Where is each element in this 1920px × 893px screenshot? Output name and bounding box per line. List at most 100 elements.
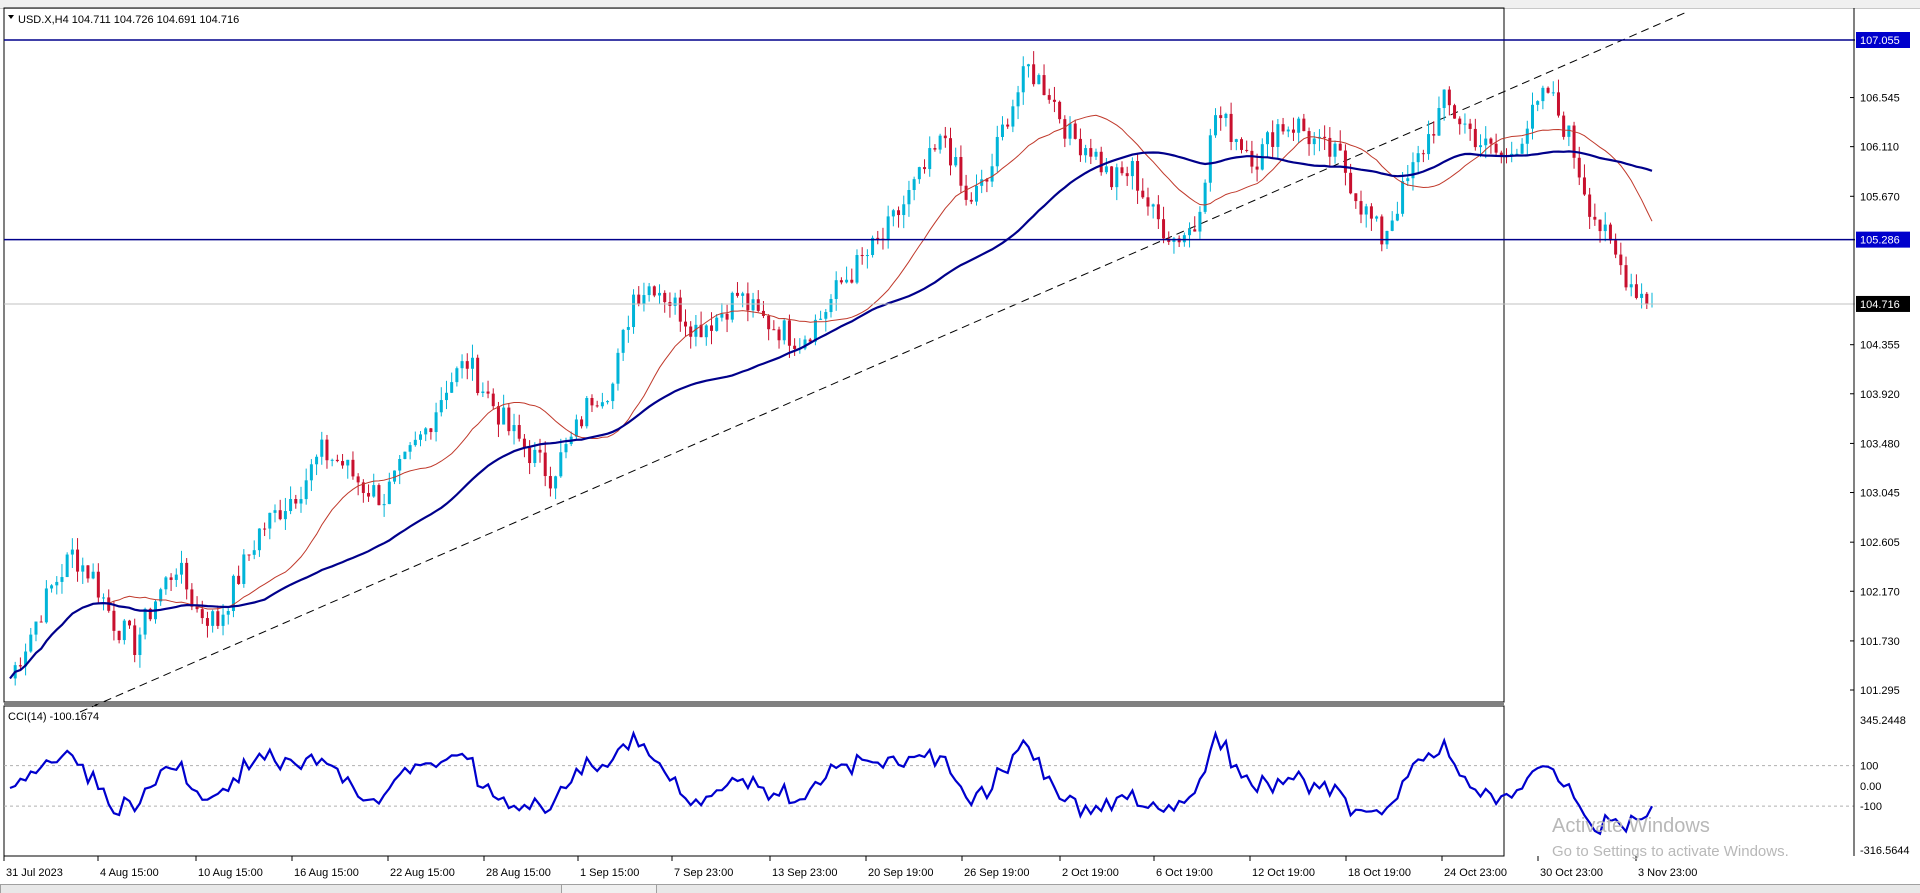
candle-body — [1026, 64, 1030, 67]
cci-scale-label: 0.00 — [1860, 781, 1881, 793]
candle-body — [917, 167, 921, 180]
horizontal-lines-layer[interactable]: 107.055 105.286 104.716 — [4, 32, 1910, 312]
candle-body — [1515, 153, 1519, 155]
candle-body — [304, 480, 308, 500]
candle-body — [985, 179, 989, 182]
candle-body — [96, 571, 100, 598]
candle-body — [1401, 181, 1405, 214]
candle-body — [902, 204, 906, 216]
candle-body — [263, 528, 267, 530]
candle-body — [995, 136, 999, 167]
candle-body — [548, 476, 552, 489]
candle-body — [434, 412, 438, 433]
candle-body — [590, 397, 594, 406]
candle-body — [1416, 153, 1420, 163]
candle-body — [169, 577, 173, 580]
candle-body — [964, 185, 968, 200]
candle-body — [486, 391, 490, 394]
candle-body — [44, 588, 48, 623]
chart-tab-1[interactable] — [0, 885, 562, 893]
candle-body — [231, 575, 235, 612]
candle-body — [1588, 194, 1592, 217]
support-price-label: 105.286 — [1860, 235, 1900, 247]
candle-body — [907, 190, 911, 205]
candle-body — [148, 608, 152, 620]
candle-body — [949, 138, 953, 166]
candle-body — [1162, 219, 1166, 239]
candle-body — [1437, 108, 1441, 136]
moving-average-slow-line — [9, 150, 1653, 680]
candle-body — [1291, 129, 1295, 133]
candle-body — [185, 562, 189, 590]
activation-watermark-title: Activate Windows — [1552, 815, 1710, 837]
time-axis-label: 1 Sep 15:00 — [580, 867, 639, 879]
candle-body — [1120, 167, 1124, 174]
candle-body — [1052, 99, 1056, 102]
candles-layer — [13, 51, 1654, 686]
candle-body — [652, 286, 656, 296]
current-price-label-bg — [1856, 295, 1910, 312]
candle-body — [1276, 124, 1280, 147]
candle-body — [398, 458, 402, 471]
candle-body — [673, 297, 677, 306]
candle-body — [444, 392, 448, 401]
candle-body — [1302, 118, 1306, 132]
candle-body — [574, 419, 578, 437]
candle-body — [1240, 139, 1243, 150]
price-scale-label: 104.355 — [1860, 340, 1900, 352]
candle-body — [912, 179, 916, 191]
trend-line[interactable] — [79, 11, 1687, 713]
candle-body — [1473, 128, 1477, 148]
price-scale-label: 101.295 — [1860, 685, 1900, 697]
chart-tab-2[interactable] — [656, 885, 1920, 893]
candle-body — [491, 393, 495, 407]
candle-body — [1255, 166, 1259, 170]
candle-body — [252, 550, 256, 555]
candle-body — [1245, 149, 1249, 151]
candle-body — [974, 185, 978, 202]
candle-body — [320, 439, 324, 457]
candle-body — [34, 621, 38, 635]
candle-body — [1146, 197, 1150, 207]
moving-average-fast-line — [9, 114, 1653, 679]
candle-body — [102, 597, 106, 599]
trend-line-layer[interactable] — [79, 11, 1687, 713]
price-scale-label: 103.480 — [1860, 438, 1900, 450]
candle-body — [1343, 150, 1347, 173]
candle-body — [886, 216, 890, 240]
candle-body — [211, 611, 215, 626]
candle-body — [1354, 193, 1358, 202]
candle-body — [829, 298, 833, 313]
candle-body — [60, 577, 64, 582]
current-price-label: 104.716 — [1860, 299, 1900, 311]
candle-body — [658, 292, 662, 296]
candle-body — [1567, 125, 1571, 137]
candle-body — [372, 485, 376, 497]
candle-body — [1577, 157, 1581, 178]
candle-body — [91, 571, 95, 579]
chart-menu-triangle-icon[interactable] — [8, 15, 14, 19]
candle-body — [1333, 143, 1337, 157]
candle-body — [1572, 125, 1576, 158]
candle-body — [159, 589, 163, 602]
candle-body — [595, 405, 599, 407]
time-axis-label: 6 Oct 19:00 — [1156, 867, 1213, 879]
candle-body — [793, 345, 797, 349]
candle-body — [439, 400, 443, 413]
candle-body — [507, 407, 511, 432]
candle-body — [1094, 151, 1098, 157]
candle-body — [81, 565, 85, 572]
time-axis-label: 10 Aug 15:00 — [198, 867, 263, 879]
candle-body — [980, 179, 984, 186]
time-axis-label: 24 Oct 23:00 — [1444, 867, 1507, 879]
candle-body — [1380, 216, 1384, 245]
candle-body — [772, 329, 776, 331]
candle-body — [1156, 204, 1160, 220]
candle-body — [891, 210, 895, 217]
candle-body — [834, 280, 838, 299]
candle-body — [1307, 131, 1311, 145]
time-axis-label: 30 Oct 23:00 — [1540, 867, 1603, 879]
candle-body — [1297, 118, 1301, 133]
